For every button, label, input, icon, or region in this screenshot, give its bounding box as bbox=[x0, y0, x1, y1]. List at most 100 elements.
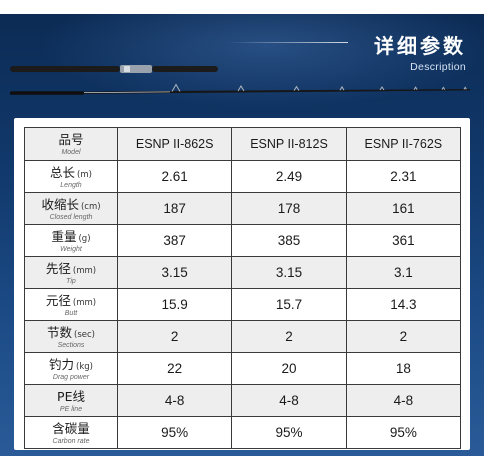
model-header-1: ESNP II-862S bbox=[116, 127, 233, 161]
row-label-cell: 元径 (mm) Butt bbox=[24, 288, 118, 321]
value-cell: 95% bbox=[116, 416, 233, 449]
row-label-unit: (cm) bbox=[80, 201, 101, 212]
row-label-cell: PE线 PE line bbox=[24, 384, 118, 417]
rod-grip bbox=[10, 66, 120, 72]
row-label-cn: 节数 bbox=[47, 324, 73, 340]
row-label-en: Carbon rate bbox=[52, 437, 90, 445]
row-label-unit: (sec) bbox=[74, 329, 95, 340]
section-subtitle: Description bbox=[410, 61, 466, 73]
value-cell: 22 bbox=[116, 352, 233, 385]
row-label-unit: (m) bbox=[77, 169, 92, 180]
rod-guide bbox=[379, 86, 385, 91]
corner-label-cn: 品号 bbox=[58, 132, 84, 148]
value-cell: 387 bbox=[116, 224, 233, 257]
section-title: 详细参数 bbox=[374, 34, 466, 58]
row-label-en: Butt bbox=[64, 309, 78, 317]
row-label-cn: 重量 bbox=[51, 228, 77, 244]
rod-guide bbox=[441, 86, 446, 90]
row-label-en: Drag power bbox=[52, 373, 90, 381]
row-label-cn: 钓力 bbox=[49, 356, 75, 372]
corner-label-en: Model bbox=[61, 149, 81, 157]
table-row: PE线 PE line 4-8 4-8 4-8 bbox=[24, 384, 462, 417]
rod-guides bbox=[171, 83, 467, 92]
value-cell: 2 bbox=[345, 320, 462, 353]
value-cell: 3.1 bbox=[345, 256, 462, 289]
row-label-en: Tip bbox=[66, 277, 76, 285]
row-label-cn: 先径 bbox=[45, 260, 71, 276]
value-cell: 2 bbox=[231, 320, 347, 353]
row-label-en: Weight bbox=[60, 245, 82, 253]
row-label-unit: (mm) bbox=[72, 297, 97, 308]
title-divider-line bbox=[228, 42, 348, 43]
row-label-cell: 先径 (mm) Tip bbox=[24, 256, 118, 289]
value-cell: 20 bbox=[231, 352, 347, 385]
row-label-cell: 重量 (g) Weight bbox=[24, 224, 118, 257]
value-cell: 2 bbox=[116, 320, 233, 353]
value-cell: 385 bbox=[231, 224, 347, 257]
table-row: 总长 (m) Length 2.61 2.49 2.31 bbox=[24, 160, 462, 193]
row-label-cell: 钓力 (kg) Drag power bbox=[24, 352, 118, 385]
reel-seat-highlight bbox=[124, 66, 130, 72]
row-label-cn: 元径 bbox=[45, 292, 71, 308]
value-cell: 18 bbox=[345, 352, 462, 385]
row-label-cell: 收缩长 (cm) Closed length bbox=[24, 192, 118, 225]
rod-guide bbox=[171, 83, 181, 92]
fishing-rod-illustration bbox=[10, 65, 470, 95]
row-label-en: PE line bbox=[59, 405, 83, 413]
top-white-strip bbox=[0, 0, 484, 14]
row-label-unit: (mm) bbox=[72, 265, 97, 276]
spec-table-card: 品号 Model ESNP II-862S ESNP II-812S ESNP … bbox=[14, 118, 470, 450]
table-row: 节数 (sec) Sections 2 2 2 bbox=[24, 320, 462, 353]
rod-blank-section bbox=[10, 83, 470, 95]
value-cell: 178 bbox=[231, 192, 347, 225]
row-label-en: Closed length bbox=[49, 213, 93, 221]
row-label-cn: 总长 bbox=[50, 164, 76, 180]
section-header: 详细参数 Description bbox=[228, 30, 466, 73]
table-row: 收缩长 (cm) Closed length 187 178 161 bbox=[24, 192, 462, 225]
model-header-3: ESNP II-762S bbox=[345, 127, 462, 161]
row-label-cn: 收缩长 bbox=[41, 196, 79, 212]
table-header-row: 品号 Model ESNP II-862S ESNP II-812S ESNP … bbox=[24, 127, 462, 161]
row-label-unit: (g) bbox=[78, 233, 91, 244]
value-cell: 2.31 bbox=[345, 160, 462, 193]
rod-guide bbox=[463, 86, 467, 90]
row-label-en: Length bbox=[60, 181, 82, 189]
value-cell: 187 bbox=[116, 192, 233, 225]
value-cell: 4-8 bbox=[345, 384, 462, 417]
value-cell: 3.15 bbox=[116, 256, 233, 289]
value-cell: 361 bbox=[345, 224, 462, 257]
table-row: 元径 (mm) Butt 15.9 15.7 14.3 bbox=[24, 288, 462, 321]
table-row: 重量 (g) Weight 387 385 361 bbox=[24, 224, 462, 257]
value-cell: 4-8 bbox=[231, 384, 347, 417]
value-cell: 3.15 bbox=[231, 256, 347, 289]
row-label-cell: 节数 (sec) Sections bbox=[24, 320, 118, 353]
rod-guide bbox=[293, 85, 300, 91]
fore-grip bbox=[152, 66, 218, 72]
rod-ferrule bbox=[83, 91, 171, 93]
table-row: 钓力 (kg) Drag power 22 20 18 bbox=[24, 352, 462, 385]
value-cell: 15.9 bbox=[116, 288, 233, 321]
rod-guide bbox=[237, 85, 245, 92]
row-label-cell: 含碳量 Carbon rate bbox=[24, 416, 118, 449]
row-label-en: Sections bbox=[57, 341, 85, 349]
value-cell: 14.3 bbox=[345, 288, 462, 321]
rod-butt-section bbox=[10, 65, 218, 73]
spec-table: 品号 Model ESNP II-862S ESNP II-812S ESNP … bbox=[24, 127, 462, 449]
rod-butt-cap bbox=[10, 91, 84, 95]
model-header-2: ESNP II-812S bbox=[231, 127, 347, 161]
rod-blank bbox=[10, 89, 470, 95]
value-cell: 2.61 bbox=[116, 160, 233, 193]
table-row: 含碳量 Carbon rate 95% 95% 95% bbox=[24, 416, 462, 449]
rod-guide bbox=[339, 85, 345, 91]
value-cell: 95% bbox=[345, 416, 462, 449]
value-cell: 161 bbox=[345, 192, 462, 225]
corner-cell: 品号 Model bbox=[24, 127, 118, 161]
value-cell: 2.49 bbox=[231, 160, 347, 193]
row-label-cn: PE线 bbox=[57, 388, 85, 404]
value-cell: 4-8 bbox=[116, 384, 233, 417]
rod-guide bbox=[413, 86, 418, 91]
value-cell: 15.7 bbox=[231, 288, 347, 321]
value-cell: 95% bbox=[231, 416, 347, 449]
row-label-unit: (kg) bbox=[76, 361, 93, 372]
table-row: 先径 (mm) Tip 3.15 3.15 3.1 bbox=[24, 256, 462, 289]
